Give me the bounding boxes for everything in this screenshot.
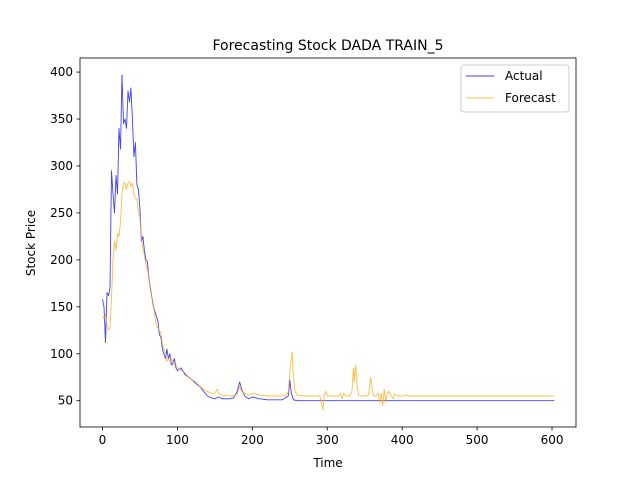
x-tick-label: 500 xyxy=(466,433,489,447)
series-line-actual xyxy=(102,74,555,402)
series-layer xyxy=(102,74,555,411)
legend-forecast-label: Forecast xyxy=(505,91,556,105)
legend-actual-label: Actual xyxy=(505,69,543,83)
series-line-forecast xyxy=(102,181,555,411)
y-tick-label: 400 xyxy=(50,65,73,79)
legend: Actual Forecast xyxy=(460,64,570,113)
y-tick-label: 100 xyxy=(50,347,73,361)
x-axis-label: Time xyxy=(312,456,342,470)
chart-title: Forecasting Stock DADA TRAIN_5 xyxy=(212,38,443,54)
x-tick-label: 300 xyxy=(316,433,339,447)
y-tick-label: 200 xyxy=(50,253,73,267)
y-tick-label: 50 xyxy=(58,394,73,408)
y-axis-label: Stock Price xyxy=(24,210,38,276)
x-tick-label: 200 xyxy=(241,433,264,447)
y-tick-label: 150 xyxy=(50,300,73,314)
x-tick-label: 100 xyxy=(166,433,189,447)
x-tick-label: 400 xyxy=(391,433,414,447)
y-tick-label: 250 xyxy=(50,206,73,220)
legend-box xyxy=(460,64,570,113)
axes-layer: 0 100 200 300 400 500 600 50 100 150 200 250 300 350 4… xyxy=(50,57,577,447)
plot-area-frame xyxy=(79,57,577,428)
x-tick-label: 600 xyxy=(541,433,564,447)
x-tick-label: 0 xyxy=(99,433,107,447)
y-tick-label: 300 xyxy=(50,159,73,173)
y-tick-label: 350 xyxy=(50,112,73,126)
